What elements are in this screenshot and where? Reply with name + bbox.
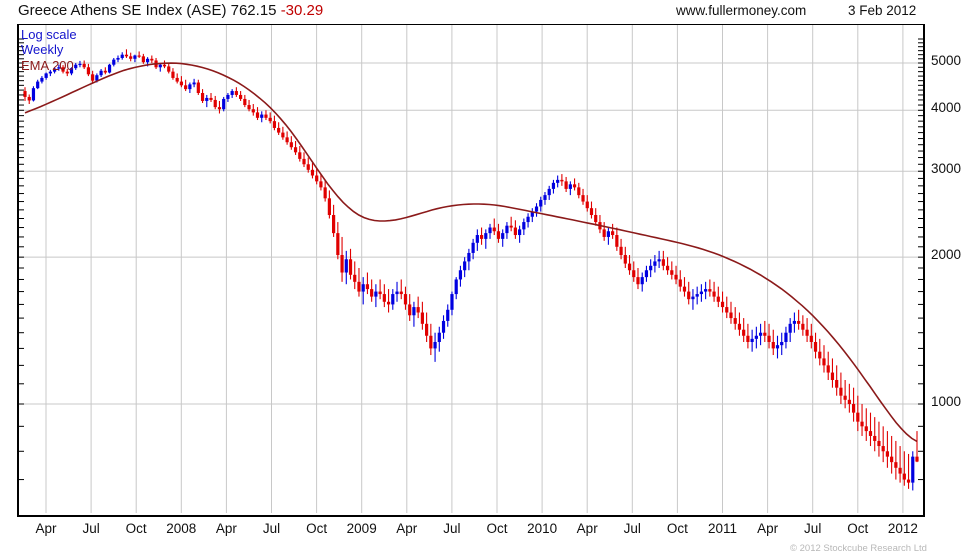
x-axis-label: Apr (757, 521, 779, 536)
last-value: 762.15 (230, 2, 277, 19)
x-axis-label: Jul (623, 521, 641, 536)
chart-date: 3 Feb 2012 (848, 3, 917, 18)
chart-canvas (19, 25, 923, 513)
website-label: www.fullermoney.com (676, 3, 807, 18)
x-axis-label: Jul (804, 521, 822, 536)
x-axis-label: Jul (443, 521, 461, 536)
chart-title: Greece Athens SE Index (ASE) 762.15 -30.… (18, 2, 323, 19)
x-axis-label: 2011 (707, 521, 738, 536)
y-axis-label: 4000 (931, 100, 962, 116)
x-axis-label: Oct (847, 521, 869, 536)
x-axis-label: Apr (576, 521, 598, 536)
y-axis-label: 1000 (931, 394, 962, 409)
y-axis-label: 2000 (931, 247, 962, 263)
x-axis-label: Apr (215, 521, 237, 536)
x-axis-label: Apr (35, 521, 57, 536)
y-axis-label: 3000 (931, 161, 962, 177)
x-axis-label: 2012 (887, 521, 918, 536)
x-axis-label: 2008 (166, 521, 197, 536)
y-axis-label: 5000 (931, 53, 962, 68)
price-change: -30.29 (280, 2, 324, 19)
copyright-notice: © 2012 Stockcube Research Ltd (790, 543, 927, 554)
x-axis-label: Oct (306, 521, 328, 536)
x-axis-label: Jul (82, 521, 100, 536)
x-axis-label: Oct (486, 521, 508, 536)
x-axis-label: 2009 (346, 521, 377, 536)
x-axis-label: Apr (396, 521, 418, 536)
x-axis-label: Oct (125, 521, 147, 536)
instrument-name: Greece Athens SE Index (ASE) (18, 2, 227, 19)
plot-area (17, 24, 925, 517)
x-axis-label: 2010 (527, 521, 558, 536)
x-axis-label: Oct (666, 521, 688, 536)
x-axis-label: Jul (262, 521, 281, 536)
